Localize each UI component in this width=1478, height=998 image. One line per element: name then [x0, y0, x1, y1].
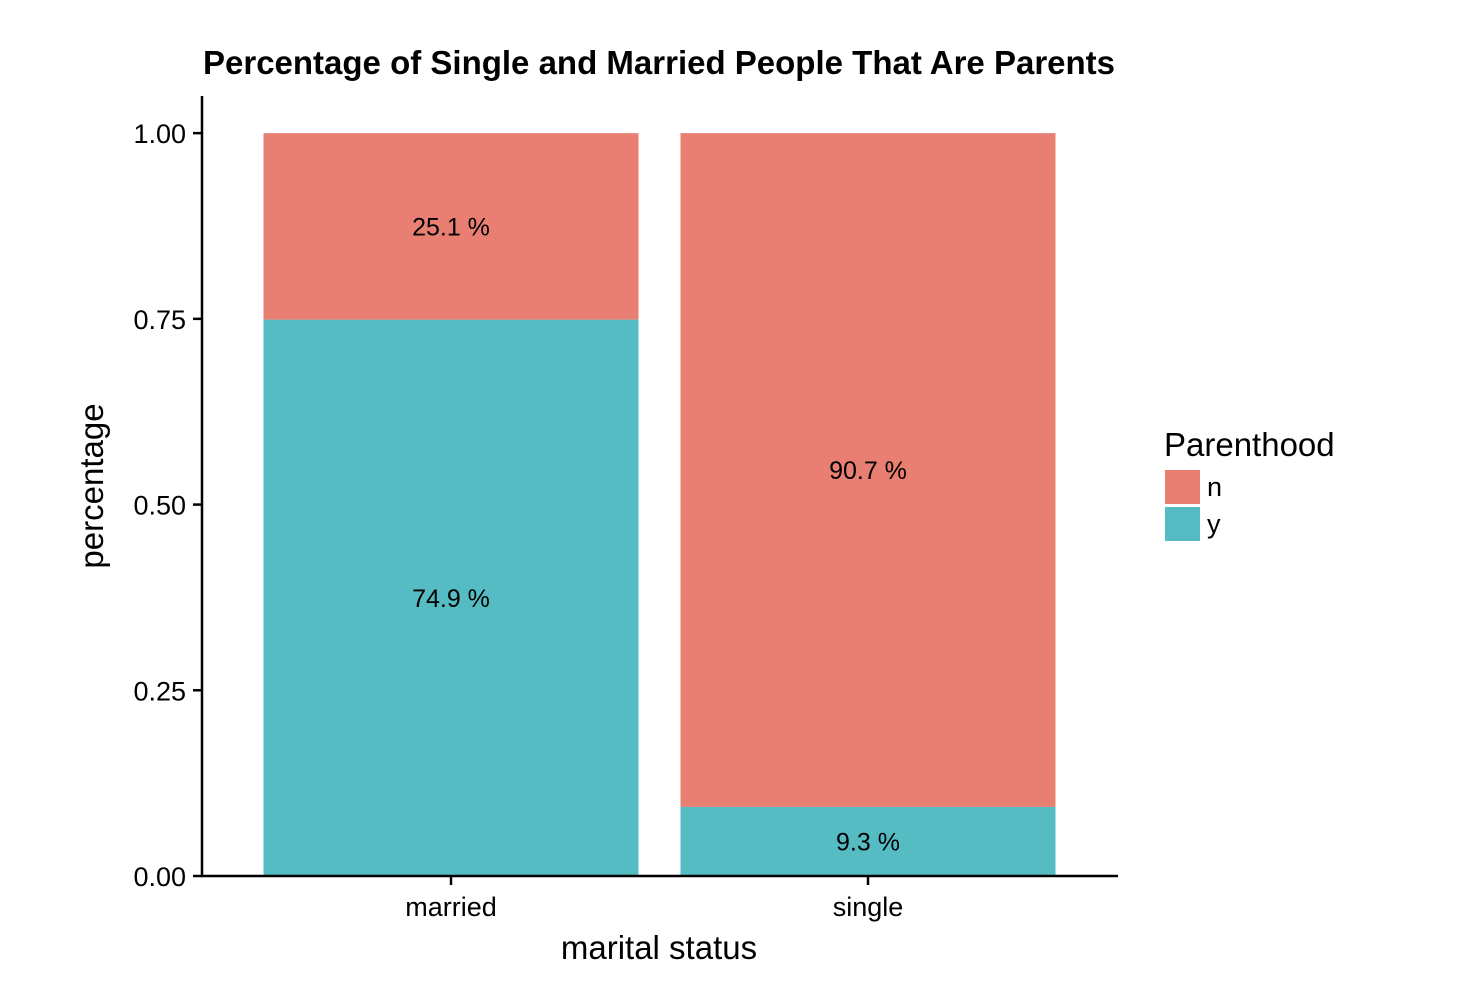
y-tick-label: 0.50	[133, 491, 186, 521]
bar-married-n	[263, 133, 639, 320]
y-ticks-group: 0.00 0.25 0.50 0.75 1.00	[133, 119, 202, 892]
data-label-married-y: 74.9 %	[412, 585, 490, 613]
bar-married-y	[263, 319, 639, 877]
x-tick-label-married: married	[405, 892, 497, 922]
y-tick-label: 0.25	[133, 676, 186, 706]
bar-single-n	[680, 133, 1056, 807]
legend-swatch-y	[1165, 507, 1200, 541]
legend: Parenthood ny	[1164, 426, 1335, 541]
y-tick-label: 1.00	[133, 119, 186, 149]
legend-label-y: y	[1207, 509, 1221, 539]
data-labels-group: 74.9 % 25.1 % 9.3 % 90.7 %	[412, 213, 907, 856]
legend-swatch-n	[1165, 470, 1200, 504]
legend-title: Parenthood	[1164, 426, 1335, 463]
data-label-single-y: 9.3 %	[836, 828, 900, 856]
legend-entries-group: ny	[1165, 470, 1222, 541]
bars-group	[263, 133, 1056, 877]
chart-title: Percentage of Single and Married People …	[203, 44, 1115, 81]
x-ticks-group: married single	[405, 876, 903, 922]
y-axis-title: percentage	[73, 403, 110, 568]
x-axis-title: marital status	[561, 929, 757, 966]
y-tick-label: 0.75	[133, 305, 186, 335]
data-label-married-n: 25.1 %	[412, 213, 490, 241]
bar-single-y	[680, 806, 1056, 876]
x-tick-label-single: single	[833, 892, 904, 922]
y-tick-label: 0.00	[133, 862, 186, 892]
data-label-single-n: 90.7 %	[829, 457, 907, 485]
legend-label-n: n	[1207, 472, 1222, 502]
